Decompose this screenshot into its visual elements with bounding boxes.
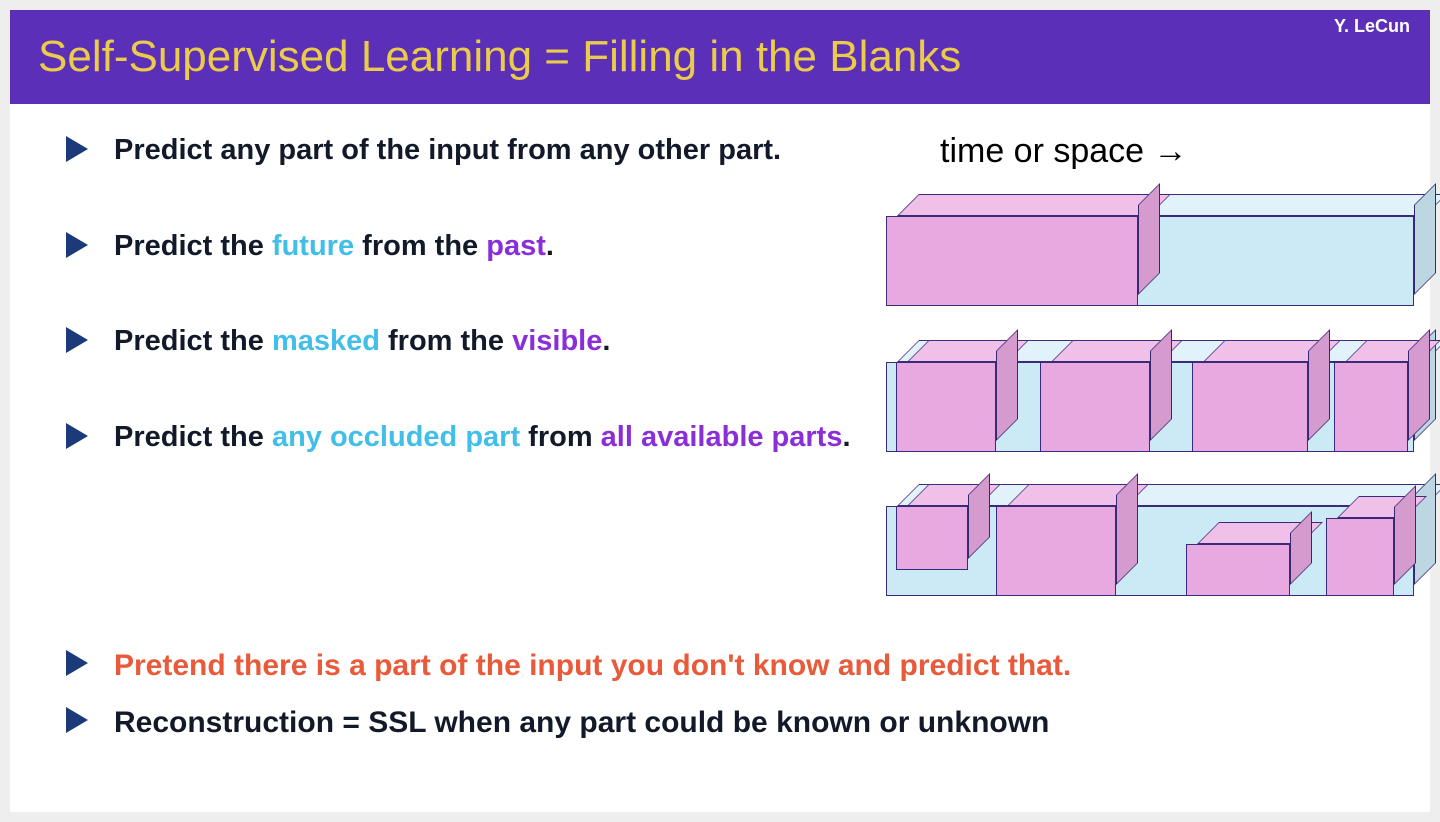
bullet-text-segment: Predict any part of the input from any o… xyxy=(114,134,781,166)
block-side-face xyxy=(1150,329,1172,441)
axis-label: time or space → xyxy=(940,132,1188,171)
block-3d xyxy=(1334,340,1430,452)
bullet-text-segment: Reconstruction = SSL when any part could… xyxy=(114,706,1049,739)
block-front-face xyxy=(896,362,996,452)
bullet-item: Predict any part of the input from any o… xyxy=(66,132,886,170)
block-3d xyxy=(1192,340,1330,452)
diagram-row xyxy=(10,340,1430,462)
block-side-face xyxy=(1138,183,1160,295)
block-side-face xyxy=(1116,473,1138,585)
block-3d xyxy=(1326,496,1416,596)
block-3d xyxy=(996,484,1138,596)
block-front-face xyxy=(1326,518,1394,596)
block-front-face xyxy=(1186,544,1290,596)
block-side-face xyxy=(1308,329,1330,441)
author-label: Y. LeCun xyxy=(1334,16,1410,37)
slide-header: Self-Supervised Learning = Filling in th… xyxy=(10,10,1430,104)
block-side-face xyxy=(1414,473,1436,585)
diagram-row xyxy=(10,194,1430,316)
bullet-list-bottom: Pretend there is a part of the input you… xyxy=(66,646,1366,760)
block-3d xyxy=(896,484,990,570)
triangle-icon xyxy=(66,136,88,162)
block-top-face xyxy=(897,194,1171,216)
bullet-item: Pretend there is a part of the input you… xyxy=(66,646,1366,685)
block-side-face xyxy=(1408,329,1430,441)
block-side-face xyxy=(1414,183,1436,295)
block-front-face xyxy=(896,506,968,570)
bullet-text-segment: Pretend there is a part of the input you… xyxy=(114,649,1071,682)
slide-title: Self-Supervised Learning = Filling in th… xyxy=(38,32,961,82)
slide-body: Predict any part of the input from any o… xyxy=(10,104,1430,457)
block-3d xyxy=(1186,522,1312,596)
block-front-face xyxy=(1334,362,1408,452)
diagram-row xyxy=(10,484,1430,606)
triangle-icon xyxy=(66,707,88,733)
slide: Self-Supervised Learning = Filling in th… xyxy=(10,10,1430,812)
block-front-face xyxy=(1192,362,1308,452)
block-3d xyxy=(1040,340,1172,452)
block-3d xyxy=(886,194,1160,306)
block-front-face xyxy=(886,216,1138,306)
triangle-icon xyxy=(66,650,88,676)
block-front-face xyxy=(996,506,1116,596)
bullet-item: Reconstruction = SSL when any part could… xyxy=(66,703,1366,742)
block-3d xyxy=(896,340,1018,452)
block-side-face xyxy=(996,329,1018,441)
block-front-face xyxy=(1040,362,1150,452)
